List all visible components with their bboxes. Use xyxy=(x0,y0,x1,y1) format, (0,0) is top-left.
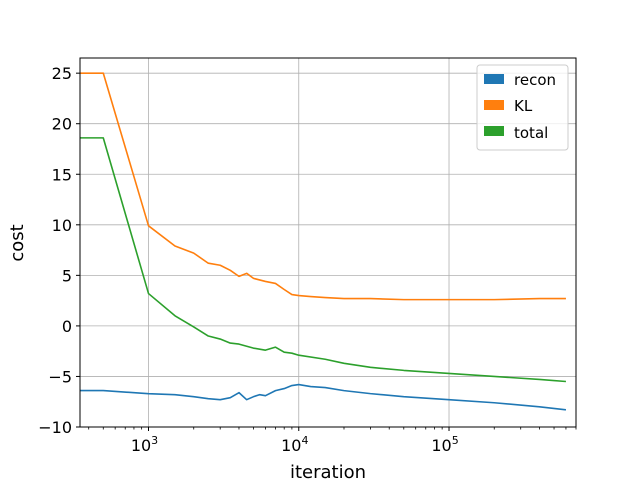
y-tick-label: −10 xyxy=(38,418,72,437)
plot-frame xyxy=(79,57,577,428)
y-tick-label: 15 xyxy=(52,165,72,184)
y-tick-label: 5 xyxy=(62,266,72,285)
y-axis-label: cost xyxy=(7,224,28,261)
series-line-recon xyxy=(80,383,567,411)
legend-swatch-total xyxy=(484,126,504,136)
x-tick-label: 104 xyxy=(281,434,308,455)
y-tick-label: 25 xyxy=(52,64,72,83)
legend: recon KL total xyxy=(476,64,569,151)
x-axis-label: iteration xyxy=(290,462,366,480)
series-line-kl xyxy=(80,72,566,301)
y-axis: −10 −5 0 5 10 15 20 25 xyxy=(38,64,80,437)
x-axis: 103 104 105 xyxy=(88,427,577,455)
legend-label-total: total xyxy=(514,124,548,142)
series-lines xyxy=(80,72,567,411)
legend-swatch-kl xyxy=(484,100,504,110)
y-tick-label: −5 xyxy=(48,367,72,386)
y-tick-label: 10 xyxy=(52,216,72,235)
y-tick-label: 20 xyxy=(52,115,72,134)
grid xyxy=(80,58,576,428)
legend-label-recon: recon xyxy=(514,71,556,89)
x-tick-label: 105 xyxy=(431,434,458,455)
legend-swatch-recon xyxy=(484,74,504,84)
series-line-total xyxy=(80,137,567,383)
x-tick-label: 103 xyxy=(131,434,158,455)
legend-label-kl: KL xyxy=(514,97,533,115)
y-tick-label: 0 xyxy=(62,317,72,336)
